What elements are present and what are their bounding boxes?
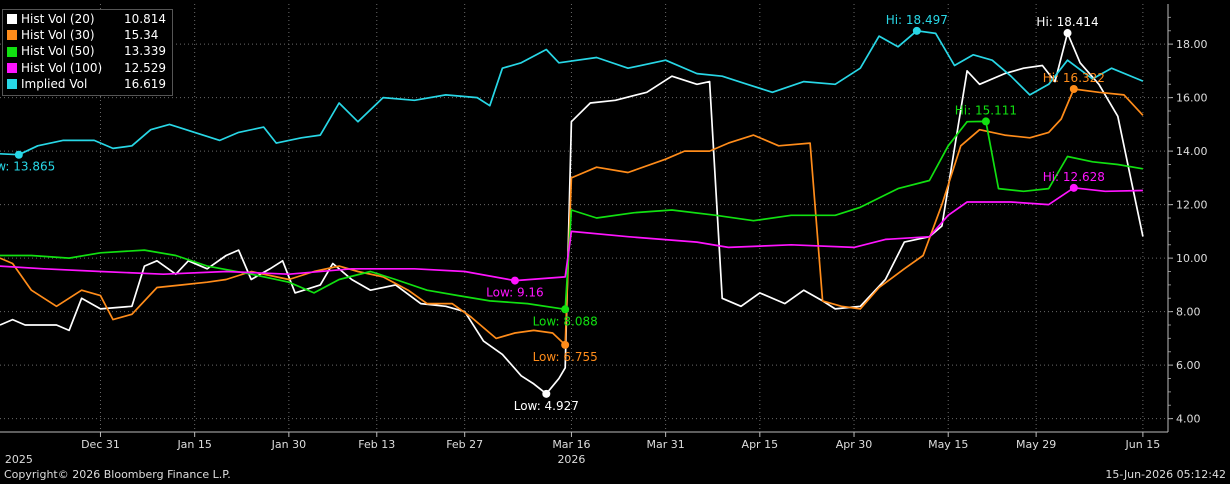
x-tick-label: Dec 31 bbox=[81, 438, 120, 451]
legend-swatch bbox=[7, 78, 17, 89]
y-tick-label: 16.00 bbox=[1176, 92, 1208, 105]
x-tick-label: Jan 15 bbox=[176, 438, 211, 451]
legend-swatch bbox=[7, 30, 17, 41]
axes: 4.00 6.00 8.00 10.00 12.00 14.00 16.00 18.00 Dec… bbox=[0, 4, 1208, 466]
x-tick-label: Jan 30 bbox=[271, 438, 306, 451]
extreme-label: Hi: 16.322 bbox=[1043, 71, 1105, 85]
x-tick-label: Mar 31 bbox=[647, 438, 685, 451]
x-tick-label: Feb 27 bbox=[446, 438, 483, 451]
extreme-label: Low: 4.927 bbox=[514, 399, 579, 413]
y-tick-label: 6.00 bbox=[1176, 359, 1201, 372]
grid-lines bbox=[0, 4, 1168, 432]
legend-entry: Hist Vol (30) 15.34 bbox=[7, 27, 166, 43]
legend-series-name: Hist Vol (100) bbox=[21, 60, 103, 75]
legend-series-name: Hist Vol (50) bbox=[21, 44, 95, 59]
extreme-label: Hi: 18.414 bbox=[1036, 15, 1098, 29]
series-line bbox=[0, 120, 1144, 311]
extreme-marker bbox=[510, 276, 519, 285]
series-layer bbox=[0, 29, 1144, 395]
extreme-marker bbox=[1069, 183, 1078, 192]
extreme-marker bbox=[14, 150, 23, 159]
extreme-label: Hi: 12.628 bbox=[1043, 170, 1105, 184]
extreme-label: Low: 13.865 bbox=[0, 160, 55, 174]
legend-entry: Implied Vol 16.619 bbox=[7, 76, 166, 92]
series-line bbox=[0, 29, 1144, 156]
legend-series-value: 15.34 bbox=[124, 28, 159, 43]
legend-entry: Hist Vol (20) 10.814 bbox=[7, 11, 166, 27]
y-tick-label: 12.00 bbox=[1176, 199, 1208, 212]
extreme-marker bbox=[542, 389, 551, 398]
extreme-label: Low: 9.16 bbox=[486, 286, 544, 300]
extreme-marker bbox=[561, 340, 570, 349]
x-tick-label: May 29 bbox=[1016, 438, 1056, 451]
series-line bbox=[0, 186, 1143, 282]
legend-series-name: Hist Vol (20) bbox=[21, 12, 95, 26]
extreme-marker bbox=[981, 117, 990, 126]
x-tick-label: Apr 15 bbox=[742, 438, 779, 451]
x-tick-label: Feb 13 bbox=[358, 438, 395, 451]
legend-series-name: Hist Vol (30) bbox=[21, 28, 95, 43]
x-tick-label: Apr 30 bbox=[836, 438, 873, 451]
annotation-layer: Hi: 18.497 Low: 13.865 Hi: 18.414 Low: 4.92… bbox=[0, 13, 1105, 413]
year-label: 2025 bbox=[5, 453, 33, 466]
year-label: 2026 bbox=[557, 453, 585, 466]
y-tick-label: 10.00 bbox=[1176, 252, 1208, 265]
timestamp-text: 15-Jun-2026 05:12:42 bbox=[1105, 468, 1226, 481]
legend-swatch bbox=[7, 46, 17, 57]
legend: Hist Vol (20) 10.814 Hist Vol (30) 15.34 His… bbox=[2, 9, 173, 97]
legend-entry: Hist Vol (50) 13.339 bbox=[7, 43, 166, 59]
copyright-text: Copyright© 2026 Bloomberg Finance L.P. bbox=[4, 468, 231, 481]
y-tick-label: 18.00 bbox=[1176, 38, 1208, 51]
x-tick-label: Mar 16 bbox=[552, 438, 590, 451]
x-tick-label: May 15 bbox=[928, 438, 968, 451]
y-tick-label: 8.00 bbox=[1176, 306, 1201, 319]
extreme-label: Low: 6.755 bbox=[533, 350, 598, 364]
legend-series-value: 16.619 bbox=[124, 76, 166, 91]
legend-swatch bbox=[7, 62, 17, 73]
extreme-marker bbox=[561, 305, 570, 314]
extreme-marker bbox=[912, 26, 921, 35]
extreme-label: Low: 8.088 bbox=[533, 314, 598, 328]
series-line bbox=[0, 32, 1144, 395]
legend-swatch bbox=[7, 14, 17, 25]
extreme-marker bbox=[1063, 29, 1072, 38]
legend-series-name: Implied Vol bbox=[21, 76, 88, 91]
extreme-label: Hi: 15.111 bbox=[955, 103, 1017, 117]
x-tick-label: Jun 15 bbox=[1125, 438, 1161, 451]
extreme-label: Hi: 18.497 bbox=[886, 13, 948, 27]
y-tick-label: 14.00 bbox=[1176, 145, 1208, 158]
legend-series-value: 10.814 bbox=[124, 12, 166, 26]
legend-series-value: 13.339 bbox=[124, 44, 166, 59]
legend-series-value: 12.529 bbox=[124, 60, 166, 75]
extreme-marker bbox=[1069, 85, 1078, 94]
y-tick-label: 4.00 bbox=[1176, 413, 1201, 426]
legend-entry: Hist Vol (100) 12.529 bbox=[7, 60, 166, 76]
